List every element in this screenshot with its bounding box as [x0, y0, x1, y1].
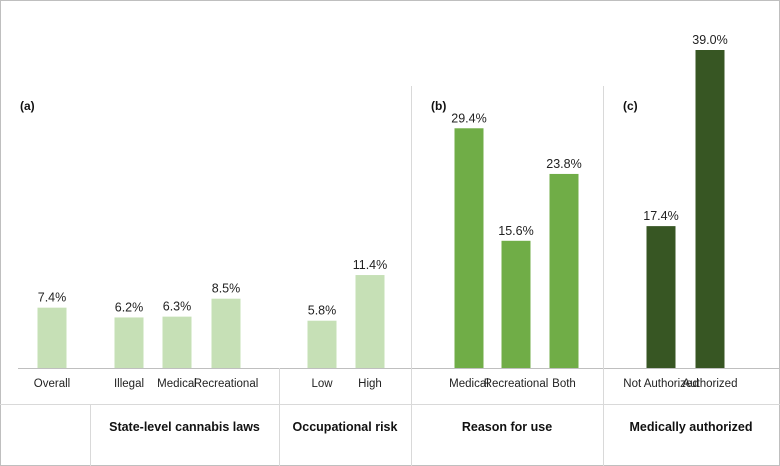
tick-label: Recreational [484, 378, 549, 390]
tick-label: Not Authorized [623, 378, 698, 390]
tick-label: High [358, 378, 382, 390]
bar [646, 226, 676, 368]
data-label: 17.4% [643, 209, 678, 223]
data-label: 39.0% [692, 33, 727, 47]
data-label: 23.8% [546, 157, 581, 171]
group-label: Medically authorized [630, 420, 753, 434]
bar [211, 298, 241, 368]
bar [355, 275, 385, 368]
tick-label: Medical [449, 378, 489, 390]
tick-label: Low [311, 378, 333, 390]
tick-label: Overall [34, 378, 70, 390]
group-label: Occupational risk [293, 420, 398, 434]
bar [549, 173, 579, 368]
group-label: Reason for use [462, 420, 552, 434]
tick-label: Illegal [114, 378, 144, 390]
panel-label: (c) [623, 99, 638, 113]
bar [37, 307, 67, 368]
group-label: State-level cannabis laws [109, 420, 260, 434]
tick-label: Authorized [683, 378, 738, 390]
bar [695, 50, 725, 368]
tick-label: Medical [157, 378, 197, 390]
data-label: 6.2% [115, 300, 144, 314]
data-label: 11.4% [353, 258, 388, 272]
data-label: 6.3% [163, 300, 192, 314]
bars-layer [37, 50, 725, 368]
bar [114, 317, 144, 368]
data-label: 29.4% [451, 111, 486, 125]
bar [454, 128, 484, 368]
data-label: 5.8% [308, 304, 337, 318]
data-label: 7.4% [38, 291, 67, 305]
labels-layer: (a) (b) (c) 7.4% Overall 6.2% Illegal 6.3% Medic… [20, 33, 752, 434]
bar [307, 320, 337, 368]
bar [162, 316, 192, 368]
bar [501, 240, 531, 368]
tick-label: Recreational [194, 378, 259, 390]
data-label: 8.5% [212, 282, 241, 296]
tick-label: Both [552, 378, 576, 390]
panel-label: (b) [431, 99, 446, 113]
data-label: 15.6% [498, 224, 533, 238]
panel-label: (a) [20, 99, 35, 113]
